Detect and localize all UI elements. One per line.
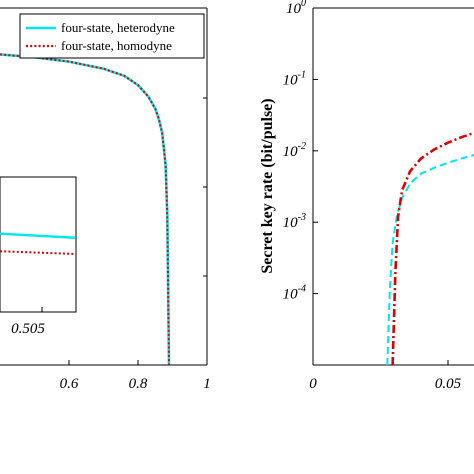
right-y-tick-label-3: 10-3: [283, 212, 306, 231]
legend-label-homodyne: four-state, homodyne: [61, 38, 172, 53]
legend-box: [19, 13, 205, 59]
left-x-tick-label-2: 1: [203, 376, 211, 392]
right-y-tick-label-2: 10-2: [283, 141, 306, 160]
legend-label-heterodyne: four-state, heterodyne: [61, 20, 175, 35]
right-series-line-0: [386, 154, 474, 366]
right-series-line-1: [391, 131, 474, 366]
inset-x-tick-label: 0.505: [11, 321, 45, 337]
inset-series-line-0: [0, 232, 76, 239]
right-y-tick-label-0: 100: [286, 0, 306, 17]
right-x-tick-label-0: 0: [309, 376, 317, 392]
inset-series-group: [0, 232, 76, 255]
right-y-tick-label-1: 10-1: [283, 69, 306, 88]
left-series-group: [0, 53, 171, 366]
inset-frame: [0, 176, 77, 313]
right-series-group: [386, 131, 474, 366]
inset-panel: 0.505: [0, 176, 77, 337]
right-y-axis-title: Secret key rate (bit/pulse): [259, 98, 276, 273]
right-x-tick-label-1: 0.05: [435, 376, 462, 392]
left-right-axis-ticks: [203, 97, 207, 277]
left-panel: 0.6 0.8 1 0.505 four-state, heterodyne fou…: [0, 7, 211, 392]
right-x-ticks: 0 0.05: [309, 360, 462, 392]
right-y-ticks: 100 10-1 10-2 10-3 10-4: [283, 0, 318, 303]
left-x-tick-label-1: 0.8: [129, 376, 148, 392]
right-y-tick-label-4: 10-4: [283, 284, 306, 303]
left-series-line-0: [0, 53, 171, 366]
left-x-tick-label-0: 0.6: [60, 376, 79, 392]
legend: four-state, heterodyne four-state, homod…: [19, 13, 205, 59]
left-x-ticks: 0.6 0.8 1: [60, 360, 211, 392]
